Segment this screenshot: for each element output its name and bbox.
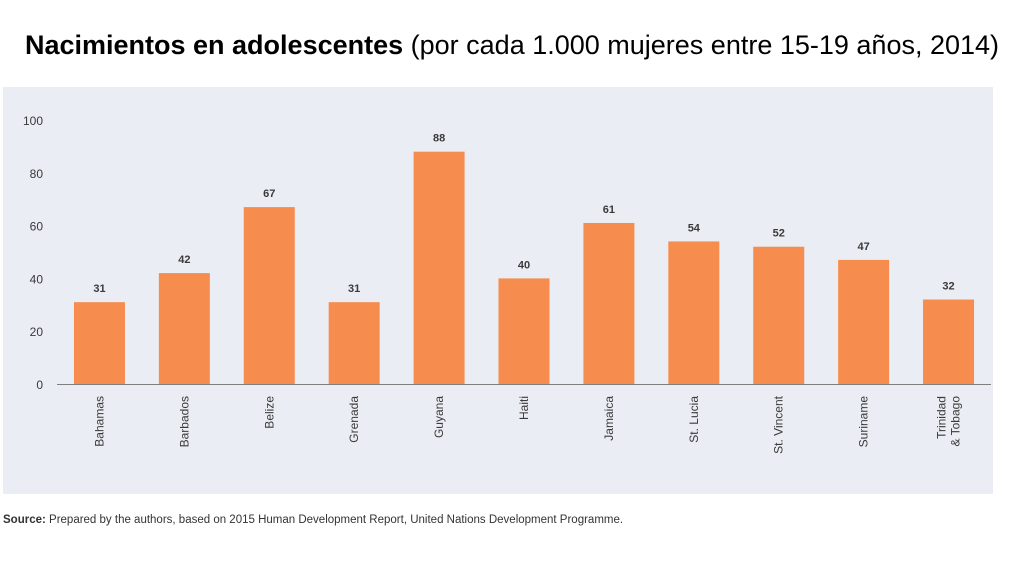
x-tick-label-line: Suriname [857,396,871,448]
x-tick-label: Grenada [347,396,361,443]
x-tick-label-line: Haiti [517,396,531,420]
source-note: Source: Prepared by the authors, based o… [3,514,623,526]
bar [498,278,550,384]
bar [328,302,380,384]
source-text: Prepared by the authors, based on 2015 H… [45,514,624,526]
data-label: 31 [93,283,105,295]
bar-chart: 0 20 40 60 80 100 31 Bahamas 42 Barbados 67 Belize 3… [23,114,991,454]
x-tick-label-line: Bahamas [92,396,106,447]
x-tick-label-line: St. Lucia [687,396,701,443]
y-tick-label: 0 [36,378,43,392]
x-tick-label: Belize [262,396,276,429]
chart-title-main: Nacimientos en adolescentes [24,30,404,60]
x-tick-label-line: Barbados [177,396,191,447]
x-tick-label: St. Vincent [772,395,786,453]
x-tick-label-line: & Tobago [949,396,963,447]
x-tick-label: Guyana [432,396,446,438]
bar [838,259,890,384]
bar [73,302,125,384]
y-tick-label: 100 [23,114,43,128]
data-label: 31 [348,283,360,295]
data-label: 61 [603,204,615,216]
data-label: 67 [263,188,275,200]
y-tick-label: 80 [30,167,44,181]
x-tick-label-line: Grenada [347,396,361,443]
x-tick-label: Haiti [517,396,531,420]
data-label: 42 [178,254,190,266]
bar [753,246,805,384]
x-tick-label: Bahamas [92,396,106,447]
data-label: 52 [773,228,785,240]
data-label: 54 [688,222,701,234]
bar [923,299,975,384]
x-tick-label: Suriname [857,396,871,448]
x-tick-label: Trinidad& Tobago [935,396,963,447]
data-label: 32 [942,281,954,293]
x-tick-label-line: Belize [262,396,276,429]
x-tick-label-line: Jamaica [602,396,616,441]
y-tick-label: 40 [30,272,44,286]
y-tick-label: 60 [30,220,44,234]
data-label: 88 [433,133,445,145]
x-tick-label-line: St. Vincent [772,395,786,453]
x-tick-label: Jamaica [602,396,616,441]
data-label: 40 [518,259,530,271]
source-label: Source: [3,514,46,526]
x-tick-label: Barbados [177,396,191,447]
chart-title-subtitle: (por cada 1.000 mujeres entre 15-19 años… [403,30,1000,60]
bar [413,151,465,384]
bar [668,241,720,384]
bar [243,207,295,384]
chart-panel: 0 20 40 60 80 100 31 Bahamas 42 Barbados 67 Belize 3… [3,87,993,494]
data-label: 47 [858,241,870,253]
chart-title: Nacimientos en adolescentes (por cada 1.… [0,30,1024,61]
x-tick-label-line: Guyana [432,396,446,438]
x-tick-label-line: Trinidad [935,396,949,439]
bar [583,222,635,384]
y-tick-label: 20 [30,325,44,339]
bar [158,273,210,384]
x-tick-label: St. Lucia [687,396,701,443]
